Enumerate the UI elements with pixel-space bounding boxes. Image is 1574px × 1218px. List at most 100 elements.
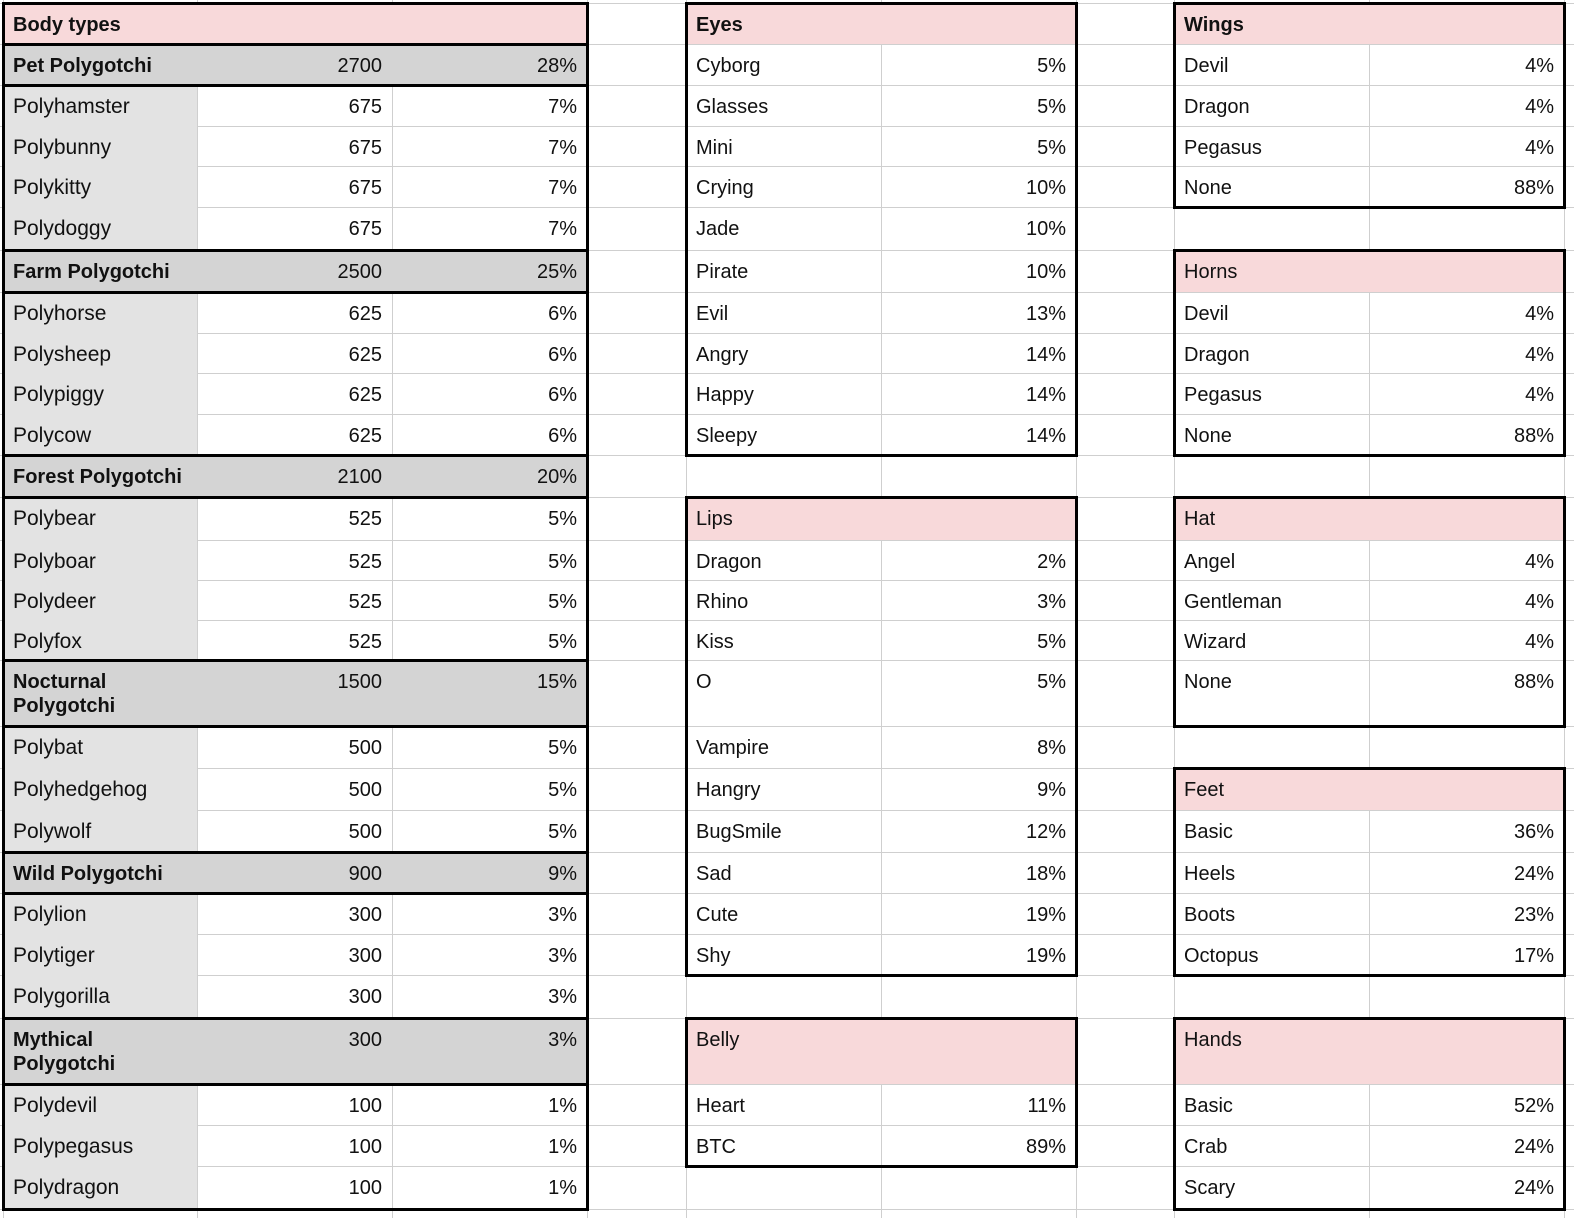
hat-percent[interactable]: 4% bbox=[1525, 551, 1554, 573]
lips-percent[interactable]: 9% bbox=[1037, 779, 1066, 801]
body-type-name[interactable]: Polybear bbox=[3, 497, 197, 540]
feet-percent[interactable]: 36% bbox=[1513, 821, 1554, 843]
hands-option[interactable]: Basic bbox=[1184, 1095, 1233, 1117]
body-type-name[interactable]: Polypiggy bbox=[3, 373, 197, 414]
body-type-count[interactable]: 625 bbox=[348, 344, 382, 366]
hands-title[interactable]: Hands bbox=[1174, 1018, 1564, 1084]
body-type-count[interactable]: 100 bbox=[348, 1095, 382, 1117]
lips-option[interactable]: Dragon bbox=[696, 551, 762, 573]
hands-percent[interactable]: 24% bbox=[1513, 1136, 1554, 1158]
lips-percent[interactable]: 3% bbox=[1037, 591, 1066, 613]
body-type-name[interactable]: Polyhorse bbox=[3, 292, 197, 333]
belly-percent[interactable]: 11% bbox=[1027, 1095, 1066, 1117]
eyes-percent[interactable]: 14% bbox=[1025, 344, 1066, 366]
lips-percent[interactable]: 19% bbox=[1025, 904, 1066, 926]
body-type-name[interactable]: Polyhedgehog bbox=[3, 768, 197, 810]
body-type-name[interactable]: Polysheep bbox=[3, 333, 197, 373]
hands-option[interactable]: Crab bbox=[1184, 1136, 1228, 1158]
body-type-name[interactable]: Polycow bbox=[3, 414, 197, 455]
belly-option[interactable]: Heart bbox=[696, 1095, 745, 1117]
eyes-option[interactable]: Happy bbox=[696, 384, 754, 406]
wings-percent[interactable]: 4% bbox=[1525, 55, 1554, 77]
lips-option[interactable]: Rhino bbox=[696, 591, 749, 613]
body-type-name[interactable]: Polybunny bbox=[3, 126, 197, 166]
wings-option[interactable]: Devil bbox=[1184, 55, 1229, 77]
body-type-count[interactable]: 500 bbox=[348, 821, 382, 843]
horns-percent[interactable]: 4% bbox=[1525, 303, 1554, 325]
feet-option[interactable]: Boots bbox=[1184, 904, 1236, 926]
eyes-option[interactable]: Evil bbox=[696, 303, 729, 325]
body-type-name[interactable]: Polygorilla bbox=[3, 975, 197, 1018]
hands-option[interactable]: Scary bbox=[1184, 1177, 1236, 1199]
group-name[interactable]: Nocturnal Polygotchi bbox=[3, 660, 197, 726]
body-type-percent[interactable]: 7% bbox=[548, 96, 577, 118]
wings-percent[interactable]: 4% bbox=[1525, 96, 1554, 118]
body-type-percent[interactable]: 5% bbox=[548, 737, 577, 759]
body-type-count[interactable]: 675 bbox=[348, 96, 382, 118]
hat-title[interactable]: Hat bbox=[1174, 497, 1564, 540]
body-type-percent[interactable]: 6% bbox=[548, 303, 577, 325]
hat-option[interactable]: Angel bbox=[1184, 551, 1236, 573]
feet-percent[interactable]: 24% bbox=[1513, 863, 1554, 885]
belly-option[interactable]: BTC bbox=[696, 1136, 736, 1158]
hat-option[interactable]: None bbox=[1184, 671, 1232, 693]
horns-option[interactable]: Pegasus bbox=[1184, 384, 1262, 406]
body-type-percent[interactable]: 1% bbox=[548, 1095, 577, 1117]
eyes-percent[interactable]: 10% bbox=[1025, 177, 1066, 199]
lips-option[interactable]: Sad bbox=[696, 863, 732, 885]
body-type-percent[interactable]: 6% bbox=[548, 384, 577, 406]
body-type-name[interactable]: Polydragon bbox=[3, 1166, 197, 1209]
horns-option[interactable]: Dragon bbox=[1184, 344, 1250, 366]
eyes-percent[interactable]: 5% bbox=[1037, 96, 1066, 118]
group-name[interactable]: Forest Polygotchi bbox=[3, 455, 197, 497]
wings-percent[interactable]: 88% bbox=[1513, 177, 1554, 199]
horns-title[interactable]: Horns bbox=[1174, 250, 1564, 292]
eyes-option[interactable]: Angry bbox=[696, 344, 749, 366]
wings-title[interactable]: Wings bbox=[1174, 3, 1564, 44]
body-type-count[interactable]: 500 bbox=[348, 737, 382, 759]
body-type-count[interactable]: 525 bbox=[348, 508, 382, 530]
feet-option[interactable]: Octopus bbox=[1184, 945, 1259, 967]
hat-percent[interactable]: 4% bbox=[1525, 591, 1554, 613]
eyes-percent[interactable]: 5% bbox=[1037, 55, 1066, 77]
lips-option[interactable]: BugSmile bbox=[696, 821, 782, 843]
lips-option[interactable]: Cute bbox=[696, 904, 739, 926]
horns-option[interactable]: Devil bbox=[1184, 303, 1229, 325]
body-type-name[interactable]: Polydeer bbox=[3, 580, 197, 620]
eyes-percent[interactable]: 14% bbox=[1025, 384, 1066, 406]
body-types-title[interactable]: Body types bbox=[3, 3, 587, 44]
body-type-name[interactable]: Polytiger bbox=[3, 934, 197, 975]
body-type-percent[interactable]: 5% bbox=[548, 508, 577, 530]
body-type-percent[interactable]: 6% bbox=[548, 425, 577, 447]
body-type-name[interactable]: Polykitty bbox=[3, 166, 197, 207]
body-type-percent[interactable]: 1% bbox=[548, 1136, 577, 1158]
body-type-name[interactable]: Polypegasus bbox=[3, 1125, 197, 1166]
feet-option[interactable]: Heels bbox=[1184, 863, 1236, 885]
body-type-count[interactable]: 525 bbox=[348, 591, 382, 613]
feet-option[interactable]: Basic bbox=[1184, 821, 1233, 843]
group-percent[interactable]: 25% bbox=[392, 250, 587, 292]
group-percent[interactable]: 15% bbox=[392, 660, 587, 726]
group-count[interactable]: 2700 bbox=[197, 44, 392, 85]
body-type-percent[interactable]: 5% bbox=[548, 631, 577, 653]
hat-option[interactable]: Gentleman bbox=[1184, 591, 1282, 613]
eyes-option[interactable]: Mini bbox=[696, 137, 733, 159]
group-name[interactable]: Wild Polygotchi bbox=[3, 852, 197, 893]
wings-option[interactable]: Pegasus bbox=[1184, 137, 1262, 159]
body-type-count[interactable]: 100 bbox=[348, 1136, 382, 1158]
eyes-percent[interactable]: 14% bbox=[1025, 425, 1066, 447]
group-count[interactable]: 900 bbox=[197, 852, 392, 893]
eyes-percent[interactable]: 10% bbox=[1025, 261, 1066, 283]
body-type-count[interactable]: 100 bbox=[348, 1177, 382, 1199]
body-type-percent[interactable]: 7% bbox=[548, 218, 577, 240]
eyes-option[interactable]: Sleepy bbox=[696, 425, 758, 447]
hands-percent[interactable]: 52% bbox=[1513, 1095, 1554, 1117]
feet-percent[interactable]: 17% bbox=[1513, 945, 1554, 967]
body-type-count[interactable]: 300 bbox=[348, 904, 382, 926]
horns-percent[interactable]: 88% bbox=[1513, 425, 1554, 447]
body-type-percent[interactable]: 5% bbox=[548, 821, 577, 843]
wings-percent[interactable]: 4% bbox=[1525, 137, 1554, 159]
body-type-percent[interactable]: 7% bbox=[548, 177, 577, 199]
group-name[interactable]: Mythical Polygotchi bbox=[3, 1018, 197, 1084]
body-type-percent[interactable]: 3% bbox=[548, 986, 577, 1008]
